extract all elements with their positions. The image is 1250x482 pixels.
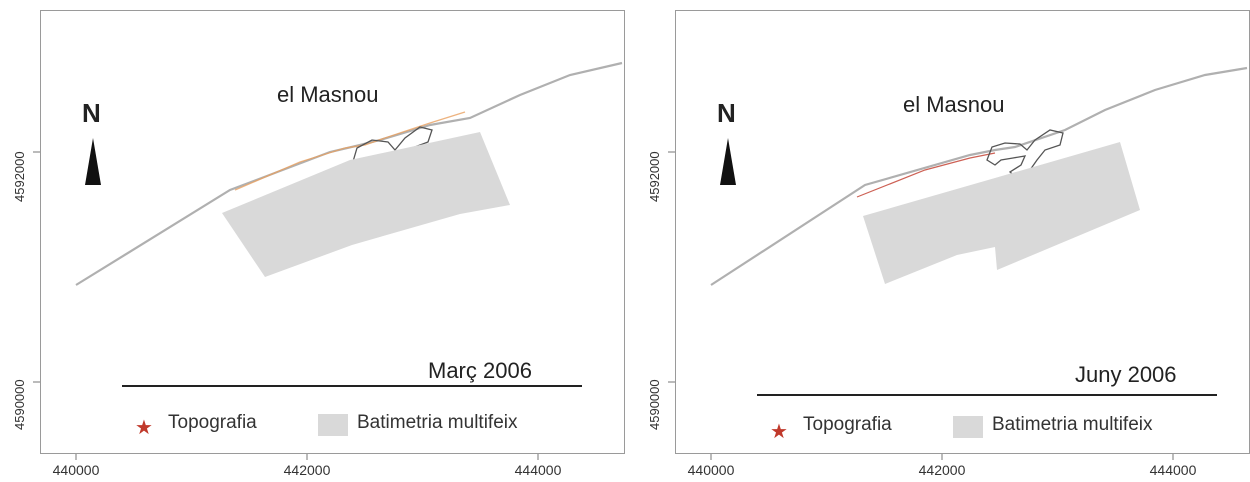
legend-label-bathymetry: Batimetria multifeix — [992, 414, 1153, 435]
x-tick-label: 442000 — [283, 462, 331, 478]
north-arrow-icon — [85, 138, 101, 185]
north-label: N — [717, 98, 736, 128]
x-tick-label: 440000 — [52, 462, 100, 478]
period-label: Juny 2006 — [1075, 362, 1177, 387]
x-tick-label: 442000 — [918, 462, 966, 478]
x-tick-label: 444000 — [514, 462, 562, 478]
coastline — [710, 66, 1248, 286]
period-label: Març 2006 — [428, 358, 532, 383]
bathymetry-area — [222, 132, 510, 277]
legend-swatch-bathymetry — [318, 414, 348, 436]
harbour-outline — [986, 129, 1064, 179]
north-label: N — [82, 98, 101, 128]
map-panel-june: ★ el Masnou N Juny 2006 4592000 4590000 … — [635, 0, 1250, 482]
x-tick-label: 440000 — [687, 462, 735, 478]
y-tick-label: 4592000 — [12, 151, 27, 202]
y-tick-label: 4590000 — [12, 379, 27, 430]
topography-line — [234, 111, 466, 191]
place-label: el Masnou — [903, 92, 1005, 117]
x-tick-label: 444000 — [1149, 462, 1197, 478]
north-arrow-icon — [720, 138, 736, 185]
map-panel-march: ★ el Masnou N Març 2006 4592000 4590000 … — [12, 10, 625, 478]
legend-label-bathymetry: Batimetria multifeix — [357, 412, 518, 433]
topography-star-icon: ★ — [135, 415, 153, 439]
place-label: el Masnou — [277, 82, 379, 107]
y-tick-label: 4592000 — [647, 151, 662, 202]
map-drawing: ★ — [33, 61, 623, 460]
legend-swatch-bathymetry — [953, 416, 983, 438]
topography-line — [856, 152, 996, 198]
legend-label-topography: Topografia — [168, 412, 257, 433]
map-drawing: ★ — [668, 66, 1248, 460]
bathymetry-area — [863, 142, 1140, 284]
topography-star-icon: ★ — [770, 419, 788, 443]
legend-label-topography: Topografia — [803, 414, 892, 435]
y-tick-label: 4590000 — [647, 379, 662, 430]
